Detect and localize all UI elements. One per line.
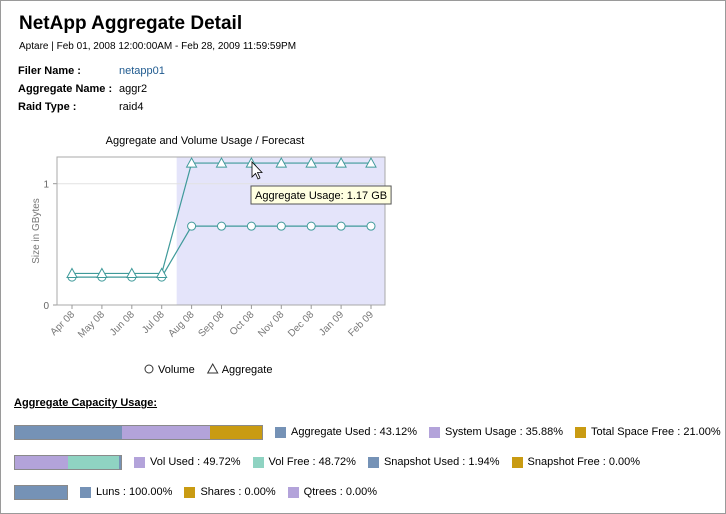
info-label: Filer Name : bbox=[18, 65, 81, 77]
legend-swatch bbox=[367, 456, 379, 468]
capacity-bar bbox=[14, 484, 68, 500]
legend-label: Snapshot Used : 1.94% bbox=[383, 456, 500, 468]
legend-marker bbox=[206, 362, 219, 374]
legend-swatch bbox=[575, 426, 586, 438]
data-point bbox=[335, 157, 347, 168]
tooltip-text: Aggregate Usage: 1.17 GB bbox=[255, 190, 387, 202]
x-tick-label: Feb 09 bbox=[346, 309, 376, 339]
data-point bbox=[275, 157, 288, 168]
x-tick-label: Aug 08 bbox=[167, 309, 197, 339]
data-point bbox=[66, 267, 78, 278]
legend-label: System Usage : 35.88% bbox=[444, 426, 563, 438]
x-tick-label: Apr 08 bbox=[49, 309, 78, 338]
legend-item: Aggregate Used : 43.12% bbox=[275, 426, 417, 438]
x-tick-label: Oct 08 bbox=[228, 309, 257, 338]
data-point bbox=[187, 221, 197, 231]
page-subtitle: Aptare | Feb 01, 2008 12:00:00AM - Feb 2… bbox=[19, 41, 296, 52]
legend-swatch bbox=[275, 426, 286, 438]
legend-label: Vol Used : 49.72% bbox=[150, 456, 241, 468]
legend-swatch bbox=[287, 486, 299, 498]
legend-swatch bbox=[80, 486, 91, 498]
data-point bbox=[366, 221, 376, 231]
legend-label: Snapshot Free : 0.00% bbox=[527, 456, 641, 468]
legend-label: Aggregate bbox=[222, 364, 273, 376]
legend-label: Vol Free : 48.72% bbox=[268, 456, 356, 468]
data-point bbox=[305, 157, 318, 168]
bar-segment bbox=[121, 425, 211, 439]
x-tick-label: Jul 08 bbox=[140, 309, 167, 336]
page-title: NetApp Aggregate Detail bbox=[19, 13, 242, 34]
legend-item: Luns : 100.00% bbox=[80, 486, 172, 498]
capacity-bar bbox=[14, 424, 263, 440]
capacity-bar bbox=[14, 454, 122, 470]
legend-swatch bbox=[134, 456, 145, 468]
legend-item: Snapshot Free : 0.00% bbox=[511, 456, 641, 468]
bar-segment bbox=[15, 485, 67, 499]
capacity-row: Luns : 100.00% Shares : 0.00% Qtrees : 0.0… bbox=[14, 484, 389, 500]
x-tick-label: May 08 bbox=[76, 309, 107, 340]
data-point bbox=[185, 157, 198, 168]
data-point bbox=[306, 221, 316, 231]
legend-swatch bbox=[511, 456, 523, 468]
data-point bbox=[125, 267, 138, 278]
bar-segment bbox=[67, 455, 119, 469]
chart-title: Aggregate and Volume Usage / Forecast bbox=[106, 135, 305, 147]
legend-label: Volume bbox=[158, 364, 195, 376]
legend-swatch bbox=[428, 426, 440, 438]
bar-segment bbox=[118, 455, 121, 469]
info-value: raid4 bbox=[119, 101, 143, 113]
y-axis-label: Size in GBytes bbox=[31, 198, 42, 264]
x-tick-label: Sep 08 bbox=[196, 309, 226, 339]
data-point bbox=[365, 157, 377, 168]
bar-segment bbox=[15, 455, 68, 469]
forecast-region bbox=[176, 157, 385, 305]
legend-label: Qtrees : 0.00% bbox=[303, 486, 378, 498]
legend-swatch bbox=[252, 456, 264, 468]
legend-label: Total Space Free : 21.00% bbox=[591, 426, 721, 438]
mouse-cursor bbox=[251, 161, 263, 180]
x-tick-label: Dec 08 bbox=[286, 309, 316, 339]
data-point bbox=[246, 221, 256, 231]
info-value: aggr2 bbox=[119, 83, 147, 95]
bar-segment bbox=[210, 425, 262, 439]
data-point bbox=[276, 221, 286, 231]
legend-label: Shares : 0.00% bbox=[200, 486, 276, 498]
legend-marker bbox=[144, 364, 154, 374]
x-tick-label: Jun 08 bbox=[108, 309, 137, 338]
data-point bbox=[215, 157, 228, 168]
data-point bbox=[96, 267, 108, 278]
capacity-row: Aggregate Used : 43.12% System Usage : 35… bbox=[14, 424, 726, 440]
data-point bbox=[336, 221, 346, 231]
info-label: Raid Type : bbox=[18, 101, 76, 113]
legend-item: Shares : 0.00% bbox=[184, 486, 276, 498]
x-tick-label: Jan 09 bbox=[317, 309, 346, 338]
capacity-row: Vol Used : 49.72% Vol Free : 48.72% Snapsh… bbox=[14, 454, 652, 470]
y-tick-label: 1 bbox=[43, 180, 49, 191]
legend-item: System Usage : 35.88% bbox=[428, 426, 563, 438]
legend-item: Qtrees : 0.00% bbox=[287, 486, 378, 498]
legend-item: Snapshot Used : 1.94% bbox=[367, 456, 500, 468]
info-label: Aggregate Name : bbox=[18, 83, 112, 95]
info-link[interactable]: netapp01 bbox=[119, 65, 165, 77]
legend-item: Vol Used : 49.72% bbox=[134, 456, 241, 468]
capacity-title: Aggregate Capacity Usage: bbox=[14, 397, 158, 409]
legend-label: Luns : 100.00% bbox=[96, 486, 173, 498]
legend-label: Aggregate Used : 43.12% bbox=[291, 426, 417, 438]
data-point bbox=[155, 267, 168, 278]
legend-item: Total Space Free : 21.00% bbox=[575, 426, 721, 438]
tooltip-box bbox=[250, 185, 392, 205]
bar-segment bbox=[15, 425, 122, 439]
y-tick-label: 0 bbox=[43, 301, 49, 312]
legend-swatch bbox=[184, 486, 196, 498]
legend-item: Vol Free : 48.72% bbox=[252, 456, 356, 468]
x-tick-label: Nov 08 bbox=[256, 309, 286, 339]
data-point bbox=[217, 221, 226, 231]
